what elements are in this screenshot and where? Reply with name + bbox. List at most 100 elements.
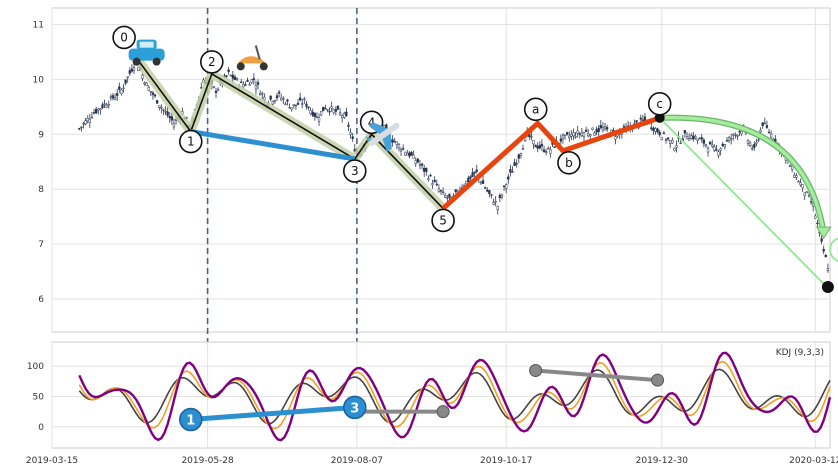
candle [650, 127, 653, 129]
wave-label: 5 [439, 213, 447, 227]
candle [580, 132, 584, 136]
candle [269, 95, 272, 100]
scooter-wheel [236, 62, 245, 71]
candle [494, 201, 497, 203]
candle [538, 144, 541, 149]
candle [338, 112, 342, 115]
candle [151, 92, 155, 95]
kdj-gray-segment [535, 368, 658, 383]
wave-label-circle [647, 92, 672, 116]
candle [725, 140, 729, 142]
y-tick-label: 100 [27, 362, 44, 372]
candle [78, 128, 81, 130]
wave-label: 2 [208, 55, 216, 69]
candle [97, 108, 100, 111]
candle [656, 128, 659, 133]
candle [336, 105, 340, 110]
projection-label: III [837, 244, 838, 258]
candle [82, 123, 85, 125]
candle [351, 136, 354, 139]
candle [107, 104, 110, 106]
candle [587, 133, 590, 137]
candle [502, 185, 506, 187]
candle [746, 140, 750, 144]
candle [334, 109, 338, 112]
candle [589, 134, 592, 137]
kdj-panel: 2019-03-15 2019-05-28 2019-08-07 2019-10-17… [26, 341, 838, 466]
candle [578, 133, 581, 135]
wave-label: a [532, 102, 539, 116]
candle [256, 82, 260, 85]
candle [296, 102, 300, 105]
wave-label: b [565, 156, 573, 170]
candle [141, 74, 144, 79]
candle [799, 182, 802, 186]
candle [826, 268, 830, 272]
candle [549, 149, 552, 154]
candle [345, 111, 348, 116]
candle [488, 190, 491, 195]
y-tick-label: 8 [38, 185, 44, 195]
candle [454, 189, 457, 192]
candle [284, 103, 287, 105]
candle [124, 79, 127, 84]
candle [303, 98, 306, 100]
candle [122, 87, 125, 90]
candle [599, 125, 602, 129]
candle [271, 101, 274, 105]
kdj-marker [179, 407, 203, 432]
candle [666, 137, 670, 140]
candle [727, 137, 731, 141]
wave-label: 1 [187, 135, 195, 149]
candle [404, 151, 407, 156]
candle [721, 143, 724, 147]
candle [671, 140, 674, 144]
x-tick-label: 2019-05-28 [181, 456, 234, 466]
candle [130, 68, 134, 72]
kdj-gray-dot [529, 363, 543, 377]
candle [408, 152, 411, 157]
candle [128, 70, 131, 74]
candle [86, 118, 89, 122]
candle [519, 153, 523, 156]
candle [116, 93, 119, 96]
candle [231, 74, 234, 79]
candle [622, 125, 626, 128]
candle [307, 106, 310, 109]
candle [643, 116, 647, 121]
candle [475, 169, 478, 172]
wave-label-circle [557, 150, 581, 175]
candle [513, 162, 516, 166]
projection-line [659, 117, 829, 289]
candle [349, 132, 352, 135]
candle [216, 88, 220, 91]
candle [286, 99, 289, 102]
candle [675, 145, 678, 148]
candle [273, 99, 277, 102]
candle [202, 79, 205, 83]
candle [694, 136, 697, 139]
candle [391, 139, 394, 143]
candle [248, 84, 251, 86]
candle [717, 151, 720, 156]
candle [711, 144, 714, 147]
candle [315, 116, 319, 119]
candle [484, 187, 487, 189]
candle [673, 147, 676, 151]
candle [341, 115, 344, 118]
candle [250, 79, 253, 83]
candle [317, 117, 321, 122]
candle [105, 105, 108, 108]
candle [738, 131, 741, 133]
candle [639, 117, 642, 120]
candle [669, 139, 672, 144]
candle [635, 120, 638, 123]
candle [244, 84, 247, 86]
candle [521, 148, 525, 150]
candle [788, 165, 792, 168]
kdj-gray-dot [436, 405, 450, 419]
candle [652, 127, 655, 131]
airplane-tail [365, 136, 372, 143]
candle [88, 118, 91, 123]
